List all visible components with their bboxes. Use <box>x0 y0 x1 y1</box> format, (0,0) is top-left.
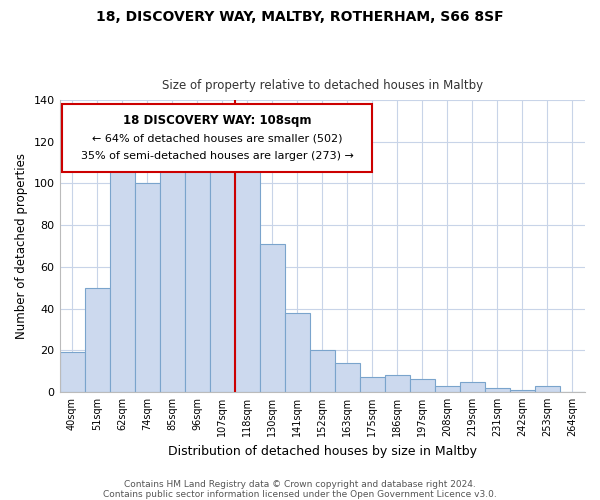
Bar <box>85 288 110 392</box>
Bar <box>110 146 134 392</box>
Bar <box>260 244 285 392</box>
Text: 18, DISCOVERY WAY, MALTBY, ROTHERHAM, S66 8SF: 18, DISCOVERY WAY, MALTBY, ROTHERHAM, S6… <box>96 10 504 24</box>
Bar <box>510 390 535 392</box>
Bar <box>410 380 435 392</box>
Bar <box>460 382 485 392</box>
Bar <box>360 378 385 392</box>
Bar <box>185 162 209 392</box>
Bar <box>310 350 335 392</box>
Bar <box>385 376 410 392</box>
Bar <box>335 362 360 392</box>
X-axis label: Distribution of detached houses by size in Maltby: Distribution of detached houses by size … <box>168 444 477 458</box>
Bar <box>160 164 185 392</box>
Bar <box>485 388 510 392</box>
Bar <box>209 162 235 392</box>
Bar <box>535 386 560 392</box>
FancyBboxPatch shape <box>62 104 372 172</box>
Bar <box>134 184 160 392</box>
Bar <box>435 386 460 392</box>
Text: ← 64% of detached houses are smaller (502): ← 64% of detached houses are smaller (50… <box>92 133 343 143</box>
Text: Contains public sector information licensed under the Open Government Licence v3: Contains public sector information licen… <box>103 490 497 499</box>
Bar <box>285 312 310 392</box>
Text: 35% of semi-detached houses are larger (273) →: 35% of semi-detached houses are larger (… <box>81 151 353 161</box>
Text: 18 DISCOVERY WAY: 108sqm: 18 DISCOVERY WAY: 108sqm <box>123 114 311 126</box>
Title: Size of property relative to detached houses in Maltby: Size of property relative to detached ho… <box>162 79 483 92</box>
Bar <box>235 114 260 392</box>
Text: Contains HM Land Registry data © Crown copyright and database right 2024.: Contains HM Land Registry data © Crown c… <box>124 480 476 489</box>
Bar <box>59 352 85 392</box>
Y-axis label: Number of detached properties: Number of detached properties <box>15 153 28 339</box>
